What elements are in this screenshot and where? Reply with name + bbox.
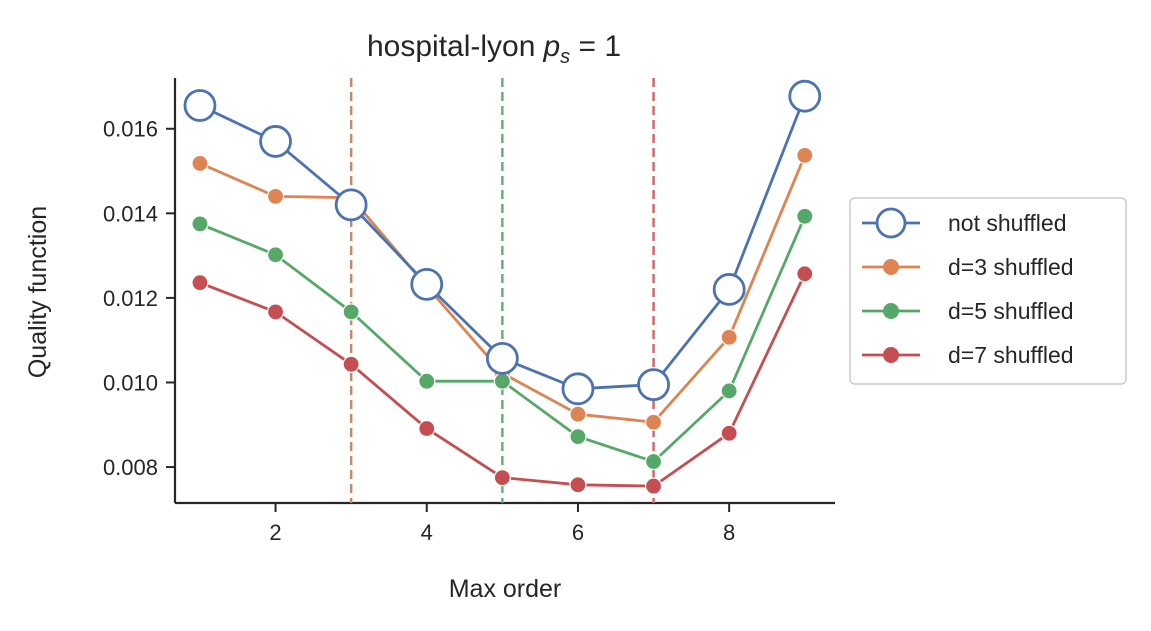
- data-point: [266, 246, 285, 264]
- data-point: [266, 187, 285, 206]
- legend-label: d=3 shuffled: [948, 254, 1074, 280]
- y-tick-label: 0.014: [103, 201, 158, 226]
- legend-label: not shuffled: [948, 210, 1067, 236]
- y-tick-label: 0.008: [103, 455, 158, 480]
- chart-title-math-subscript: s: [560, 46, 570, 68]
- data-point: [493, 469, 511, 487]
- data-point: [720, 424, 738, 442]
- x-axis-label: Max order: [449, 575, 562, 603]
- chart-title-text: hospital-lyon: [367, 30, 535, 63]
- data-point: [418, 372, 436, 390]
- data-point: [342, 303, 360, 321]
- data-point: [788, 79, 822, 113]
- legend-marker: [875, 207, 907, 239]
- data-point: [418, 419, 436, 438]
- data-point: [712, 273, 746, 306]
- data-point: [720, 382, 738, 400]
- legend-label: d=5 shuffled: [948, 298, 1074, 324]
- data-point: [410, 267, 444, 301]
- legend-marker: [883, 303, 899, 319]
- data-point: [644, 413, 663, 431]
- y-tick-label: 0.012: [103, 286, 158, 311]
- data-point: [569, 476, 587, 494]
- plot-area: 2 4 6 8 0.008 0.010 0.012 0.014 0.016: [103, 78, 835, 545]
- data-point: [191, 274, 209, 292]
- y-tick-label: 0.016: [103, 117, 158, 142]
- data-point: [644, 477, 663, 495]
- data-point: [485, 341, 519, 375]
- x-tick-label: 4: [421, 520, 433, 545]
- legend-frame: [849, 197, 1127, 385]
- chart-title: hospital-lyon ps = 1: [367, 30, 621, 68]
- legend: not shuffled d=3 shuffled d=5 shuffled d=7 …: [849, 197, 1127, 385]
- data-point: [493, 372, 511, 390]
- x-tick-label: 6: [572, 520, 584, 545]
- x-tick-label: 2: [269, 520, 281, 545]
- data-point: [637, 368, 670, 401]
- y-tick-label: 0.010: [103, 370, 158, 395]
- data-point: [183, 89, 217, 122]
- data-point: [342, 355, 360, 373]
- data-point: [334, 188, 368, 222]
- data-point: [796, 265, 814, 283]
- data-point: [796, 207, 814, 225]
- legend-marker: [883, 347, 899, 363]
- chart-title-math-symbol: p: [542, 30, 560, 63]
- legend-label: d=7 shuffled: [948, 342, 1074, 368]
- legend-marker: [883, 259, 899, 275]
- data-point: [259, 125, 292, 158]
- data-point: [569, 405, 587, 423]
- data-point: [569, 428, 587, 446]
- data-point: [644, 452, 663, 471]
- x-tick-label: 8: [723, 520, 735, 545]
- y-axis-label: Quality function: [24, 206, 52, 378]
- data-point: [266, 303, 285, 321]
- data-point: [191, 154, 209, 173]
- data-point: [561, 372, 595, 406]
- data-point: [191, 215, 209, 233]
- chart-title-math-rest: = 1: [570, 30, 621, 63]
- data-point: [720, 328, 738, 346]
- data-point: [796, 146, 814, 164]
